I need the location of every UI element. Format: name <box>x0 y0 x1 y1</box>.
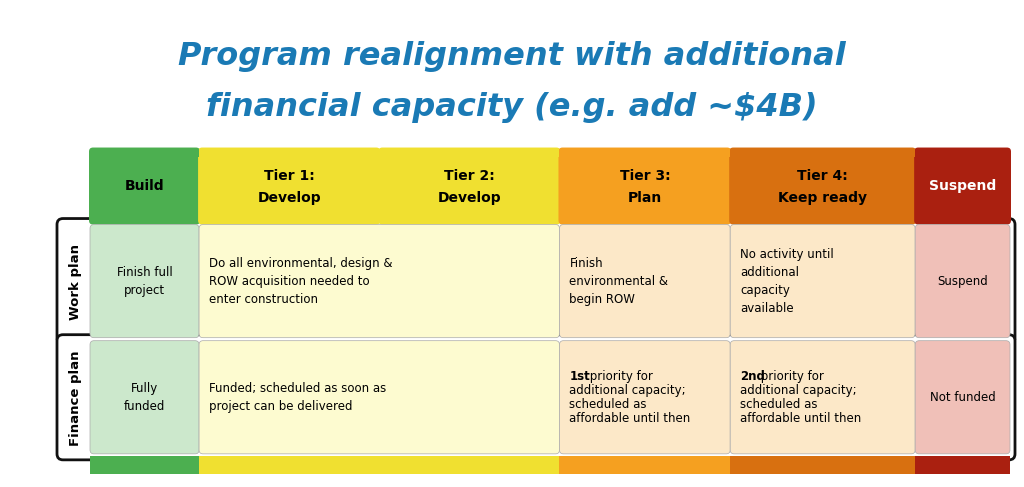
Text: additional capacity;: additional capacity; <box>740 384 857 397</box>
Text: priority for: priority for <box>757 370 823 383</box>
FancyBboxPatch shape <box>90 341 199 454</box>
Text: Tier 1:: Tier 1: <box>264 169 314 183</box>
Text: affordable until then: affordable until then <box>569 412 691 425</box>
Bar <box>915 456 1010 474</box>
Text: scheduled as: scheduled as <box>569 398 647 412</box>
Bar <box>199 456 379 474</box>
FancyBboxPatch shape <box>915 341 1010 454</box>
Text: Build: Build <box>125 179 164 193</box>
Text: Finance plan: Finance plan <box>70 350 83 446</box>
FancyBboxPatch shape <box>729 148 916 225</box>
Text: Program realignment with additional: Program realignment with additional <box>178 40 846 72</box>
Bar <box>379 149 559 156</box>
FancyBboxPatch shape <box>89 148 200 225</box>
Text: additional capacity;: additional capacity; <box>569 384 686 397</box>
Bar <box>379 456 559 474</box>
Text: scheduled as: scheduled as <box>740 398 818 412</box>
Text: Keep ready: Keep ready <box>778 191 867 205</box>
FancyBboxPatch shape <box>198 148 380 225</box>
FancyBboxPatch shape <box>199 225 559 337</box>
FancyBboxPatch shape <box>558 148 731 225</box>
Bar <box>90 456 199 474</box>
Bar <box>730 149 915 156</box>
Text: Tier 4:: Tier 4: <box>798 169 848 183</box>
FancyBboxPatch shape <box>57 219 1015 344</box>
Text: Finish
environmental &
begin ROW: Finish environmental & begin ROW <box>569 257 669 306</box>
Text: Develop: Develop <box>257 191 321 205</box>
Bar <box>559 149 730 156</box>
Text: Do all environmental, design &
ROW acquisition needed to
enter construction: Do all environmental, design & ROW acqui… <box>209 257 392 306</box>
Text: 1st: 1st <box>569 370 590 383</box>
Text: No activity until
additional
capacity
available: No activity until additional capacity av… <box>740 248 834 315</box>
Bar <box>730 456 915 474</box>
Text: Funded; scheduled as soon as
project can be delivered: Funded; scheduled as soon as project can… <box>209 382 386 413</box>
Bar <box>559 456 730 474</box>
Text: Finish full
project: Finish full project <box>117 266 172 297</box>
Bar <box>915 149 1010 156</box>
Text: Suspend: Suspend <box>929 179 996 193</box>
FancyBboxPatch shape <box>914 148 1011 225</box>
FancyBboxPatch shape <box>730 225 915 337</box>
Text: Tier 3:: Tier 3: <box>620 169 670 183</box>
Text: priority for: priority for <box>586 370 653 383</box>
FancyBboxPatch shape <box>730 341 915 454</box>
Text: Work plan: Work plan <box>70 244 83 319</box>
FancyBboxPatch shape <box>559 225 730 337</box>
Text: Develop: Develop <box>437 191 501 205</box>
FancyBboxPatch shape <box>915 225 1010 337</box>
Text: Suspend: Suspend <box>937 275 988 288</box>
FancyBboxPatch shape <box>57 335 1015 460</box>
Text: financial capacity (e.g. add ~$4B): financial capacity (e.g. add ~$4B) <box>206 92 818 123</box>
FancyBboxPatch shape <box>90 225 199 337</box>
FancyBboxPatch shape <box>559 341 730 454</box>
Text: 2nd: 2nd <box>740 370 765 383</box>
Bar <box>199 149 379 156</box>
Text: Fully
funded: Fully funded <box>124 382 165 413</box>
Bar <box>90 149 199 156</box>
Text: Tier 2:: Tier 2: <box>444 169 495 183</box>
FancyBboxPatch shape <box>378 148 560 225</box>
Text: Not funded: Not funded <box>930 391 995 404</box>
Text: Plan: Plan <box>628 191 662 205</box>
FancyBboxPatch shape <box>199 341 559 454</box>
Text: affordable until then: affordable until then <box>740 412 861 425</box>
